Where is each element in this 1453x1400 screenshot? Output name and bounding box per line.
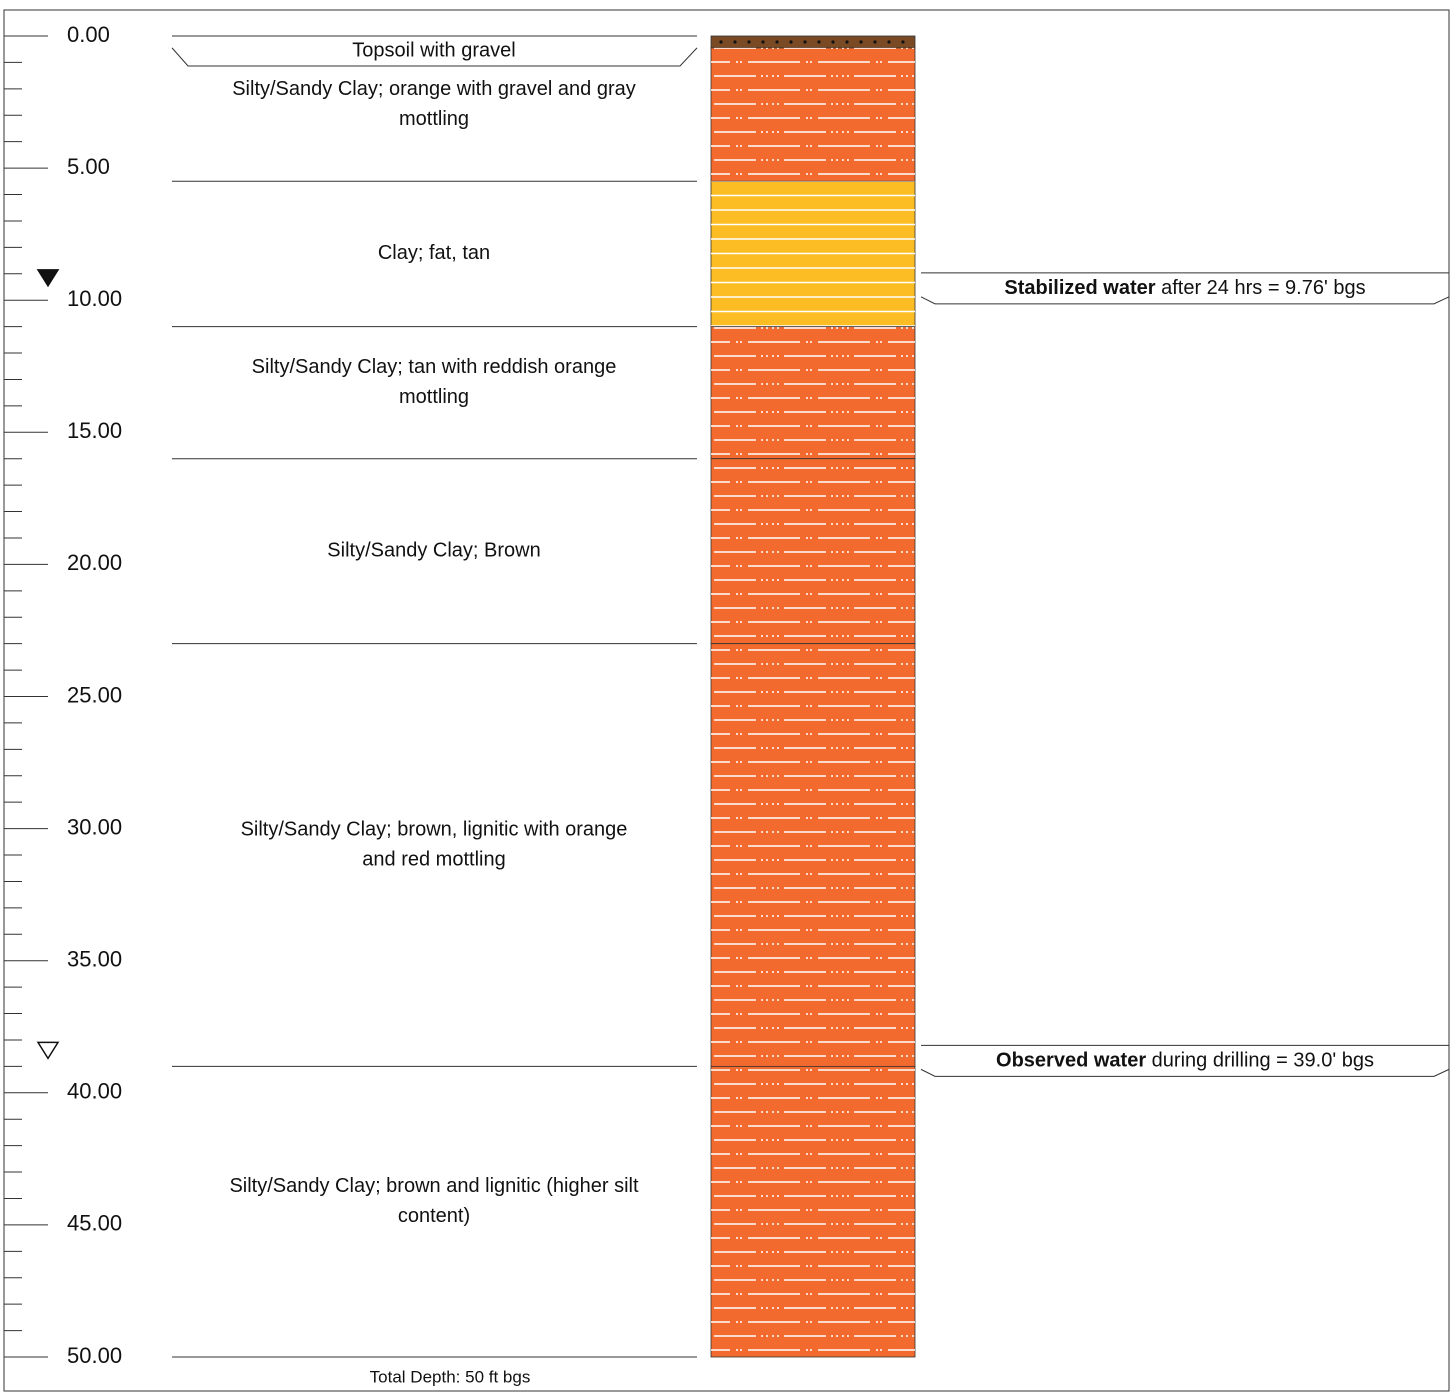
depth-label: 5.00 bbox=[67, 154, 110, 179]
soil-pattern bbox=[711, 458, 915, 644]
depth-label: 45.00 bbox=[67, 1211, 122, 1236]
depth-label: 50.00 bbox=[67, 1343, 122, 1368]
soil-pattern bbox=[711, 326, 915, 459]
layer-description: Clay; fat, tan bbox=[378, 242, 490, 264]
depth-label: 10.00 bbox=[67, 286, 122, 311]
layer-description: Silty/Sandy Clay; tan with reddish orang… bbox=[252, 356, 617, 378]
water-label-text: after 24 hrs = 9.76' bgs bbox=[1161, 277, 1366, 299]
water-marker bbox=[36, 1041, 60, 1060]
soil-pattern bbox=[711, 181, 915, 327]
frame bbox=[3, 9, 1450, 1392]
depth-label: 25.00 bbox=[67, 682, 122, 707]
depth-label: 30.00 bbox=[67, 814, 122, 839]
soil-pattern bbox=[711, 47, 915, 182]
label-bracket bbox=[171, 47, 698, 67]
water-label: Observed water during drilling = 39.0' b… bbox=[996, 1050, 1374, 1072]
soil-pattern bbox=[711, 1066, 915, 1357]
water-bracket bbox=[920, 1068, 1450, 1077]
layer-description: mottling bbox=[399, 108, 469, 130]
soil-pattern bbox=[711, 643, 915, 1067]
layer-description: Silty/Sandy Clay; orange with gravel and… bbox=[232, 78, 636, 100]
depth-label: 15.00 bbox=[67, 418, 122, 443]
footer: Total Depth: 50 ft bgs bbox=[370, 1367, 531, 1386]
layer-description: content) bbox=[398, 1205, 470, 1227]
water-bracket bbox=[920, 296, 1450, 305]
water-label: Stabilized water after 24 hrs = 9.76' bg… bbox=[1004, 277, 1365, 299]
layer-description: mottling bbox=[399, 386, 469, 408]
layer-description: Silty/Sandy Clay; brown, lignitic with o… bbox=[241, 818, 628, 840]
layer-description: and red mottling bbox=[362, 848, 505, 870]
depth-label: 35.00 bbox=[67, 947, 122, 972]
water-label-bold: Stabilized water bbox=[1004, 277, 1155, 299]
layer-description: Silty/Sandy Clay; Brown bbox=[327, 539, 540, 561]
depth-label: 40.00 bbox=[67, 1079, 122, 1104]
soil-pattern bbox=[711, 36, 915, 48]
depth-label: 20.00 bbox=[67, 550, 122, 575]
layer-description: Silty/Sandy Clay; brown and lignitic (hi… bbox=[229, 1175, 639, 1197]
depth-label: 0.00 bbox=[67, 22, 110, 47]
water-label-bold: Observed water bbox=[996, 1050, 1146, 1072]
layer-description: Topsoil with gravel bbox=[352, 39, 515, 61]
water-label-text: during drilling = 39.0' bgs bbox=[1152, 1050, 1374, 1072]
water-marker bbox=[36, 269, 60, 288]
